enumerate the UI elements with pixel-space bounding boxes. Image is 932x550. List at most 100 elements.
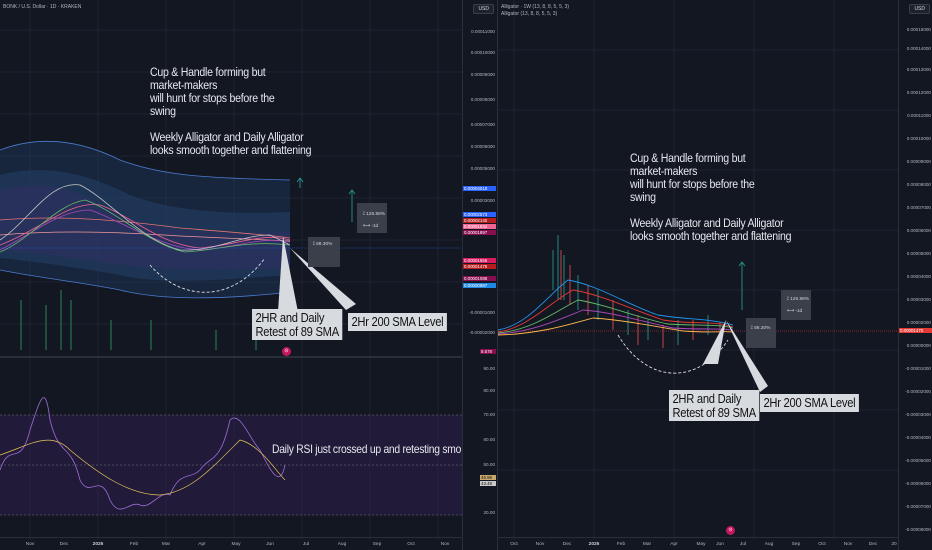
right-time-tick: Oct xyxy=(510,542,518,547)
left-rsi-note[interactable]: Daily RSI just crossed up and retesting … xyxy=(272,442,462,456)
left-measure-box-1-value: 88.30% xyxy=(316,242,333,247)
right-price-axis[interactable]: USD 0.00015000 0.00014000 0.00013000 0.0… xyxy=(898,0,932,550)
right-time-tick: Dec xyxy=(868,542,878,547)
right-time-tick: Apr xyxy=(670,542,678,547)
left-price-tick: 0.00008000 xyxy=(470,97,495,102)
right-measure-box-2[interactable] xyxy=(781,290,811,320)
left-price-label: 0.00001656 xyxy=(463,258,496,263)
left-price-label: 0.00001932 xyxy=(463,224,496,229)
right-currency-label[interactable]: USD xyxy=(909,4,930,14)
left-price-tick: 0.00006000 xyxy=(470,144,495,149)
left-chart-canvas[interactable] xyxy=(0,0,463,550)
right-price-tick: 0.00003000 xyxy=(906,297,931,302)
right-callout-sma89[interactable]: 2HR and Daily Retest of 89 SMA xyxy=(669,390,760,421)
right-price-tick: -0.00005000 xyxy=(905,458,931,463)
left-price-tick: 0.00009000 xyxy=(470,72,495,77)
left-time-tick: Dec xyxy=(59,542,69,547)
left-time-axis[interactable]: Nov Dec 2025 Feb Mar Apr May Jun Jul Aug… xyxy=(0,537,463,550)
right-price-tick: 0.00015000 xyxy=(906,27,931,32)
left-price-label: 0.00001088 xyxy=(463,276,496,281)
left-price-tick: 0.00003000 xyxy=(470,198,495,203)
left-time-tick: 2025 xyxy=(92,542,104,547)
left-currency-label[interactable]: USD xyxy=(473,4,494,14)
right-indicator-daily: Alligator (13, 8, 8, 5, 5, 3) xyxy=(501,11,558,17)
right-indicator-weekly: Alligator · 1W (13, 8, 8, 5, 5, 3) xyxy=(501,4,570,10)
left-time-tick: Jun xyxy=(266,542,274,547)
right-price-tick: -0.00002000 xyxy=(905,389,931,394)
right-price-tick: 0.00013000 xyxy=(906,67,931,72)
left-time-tick: Jul xyxy=(302,542,310,547)
right-annotation-note[interactable]: Cup & Handle forming but market-makers w… xyxy=(630,151,792,243)
right-time-tick: Nov xyxy=(535,542,545,547)
right-price-tick: 0.00004000 xyxy=(906,274,931,279)
left-rsi-tick: 20.00 xyxy=(483,510,496,515)
right-price-tick: 0.00010000 xyxy=(906,136,931,141)
right-chart-canvas[interactable] xyxy=(498,0,898,550)
left-price-tick: 0.00011000 xyxy=(471,29,495,34)
left-rsi-tick: 50.00 xyxy=(483,462,496,467)
right-time-tick: Dec xyxy=(562,542,572,547)
right-time-tick: Nov xyxy=(843,542,853,547)
left-price-label: 0.00000987 xyxy=(463,283,496,288)
left-chart-panel[interactable]: BONK / U.S. Dollar · 1D · KRAKEN ⟟ 88.30… xyxy=(0,0,497,550)
left-measure-box-2[interactable] xyxy=(357,203,387,233)
right-price-tick: 0.00011000 xyxy=(907,113,931,118)
right-time-tick: Feb xyxy=(616,542,626,547)
right-price-tick: -0.00004000 xyxy=(905,435,931,440)
right-time-tick: 20 xyxy=(891,542,897,547)
left-time-tick: Oct xyxy=(407,542,415,547)
right-callout-sma200[interactable]: 2Hr 200 SMA Level xyxy=(760,394,859,412)
left-measure-box-1-label: ⟟ 88.30% xyxy=(313,242,333,247)
right-measure-box-2-sub-value: -1d xyxy=(795,309,803,314)
right-measure-box-2-value: 126.88% xyxy=(790,297,810,302)
right-time-axis[interactable]: Oct Nov Dec 2025 Feb Mar Apr May Jun Jul… xyxy=(498,537,898,550)
left-symbol-title: BONK / U.S. Dollar · 1D · KRAKEN xyxy=(3,4,82,10)
left-rsi-tick: 90.00 xyxy=(483,366,496,371)
right-time-tick: 2025 xyxy=(588,542,600,547)
left-price-label: 0.00004018 xyxy=(463,186,496,191)
left-measure-box-2-value: 126.88% xyxy=(366,212,386,217)
right-chart-panel[interactable]: Alligator · 1W (13, 8, 8, 5, 5, 3) Allig… xyxy=(497,0,932,550)
right-price-tick: -0.00001000 xyxy=(905,366,931,371)
left-rsi-value-label: 45.98 xyxy=(480,475,496,480)
left-price-axis[interactable]: USD 0.00011000 0.00010000 0.00009000 0.0… xyxy=(462,0,497,550)
left-rsi-tick: 60.00 xyxy=(483,437,496,442)
left-price-tick: 0.00005000 xyxy=(470,166,495,171)
right-measure-box-1-value: 88.30% xyxy=(754,326,771,331)
left-measure-box-1[interactable] xyxy=(308,237,340,267)
left-measure-box-2-label: ⟟ 126.88% xyxy=(363,212,386,217)
right-time-tick: Mar xyxy=(642,542,652,547)
left-time-tick: Mar xyxy=(161,542,171,547)
right-time-tick: Oct xyxy=(818,542,826,547)
right-price-tick: 0.00007000 xyxy=(906,205,931,210)
tradingview-logo-icon: ⊙ xyxy=(726,526,735,535)
right-time-tick: Jun xyxy=(716,542,724,547)
left-rsi-value-label: 43.49 xyxy=(480,481,496,486)
left-time-tick: Sep xyxy=(372,542,382,547)
left-price-label: 0.00001478 xyxy=(463,264,496,269)
left-callout-sma200[interactable]: 2Hr 200 SMA Level xyxy=(348,313,447,331)
left-price-tick: -0.00002000 xyxy=(469,330,495,335)
left-time-tick: Feb xyxy=(129,542,139,547)
left-volume-label: 8.678 xyxy=(480,349,496,354)
right-price-label: 0.00001470 xyxy=(899,328,932,333)
left-price-tick: 0.00007000 xyxy=(470,122,495,127)
right-price-tick: -0.00006000 xyxy=(905,481,931,486)
left-time-tick: Nov xyxy=(25,542,35,547)
right-price-tick: 0.00008000 xyxy=(906,182,931,187)
left-time-tick: Aug xyxy=(337,542,347,547)
right-price-tick: 0.00006000 xyxy=(906,228,931,233)
right-measure-box-2-label: ⟟ 126.88% xyxy=(787,297,810,302)
right-price-tick: 0.00005000 xyxy=(906,251,931,256)
right-measure-box-2-sub: ⟷ -1d xyxy=(787,309,803,314)
left-annotation-note[interactable]: Cup & Handle forming but market-makers w… xyxy=(150,65,312,157)
right-price-tick: 0.00002000 xyxy=(906,320,931,325)
left-rsi-tick: 80.00 xyxy=(483,388,496,393)
right-price-tick: 0.00000000 xyxy=(906,343,931,348)
right-measure-box-1[interactable] xyxy=(746,318,776,348)
left-callout-sma89[interactable]: 2HR and Daily Retest of 89 SMA xyxy=(252,309,343,340)
right-time-tick: May xyxy=(696,542,706,547)
right-price-tick: 0.00009000 xyxy=(906,159,931,164)
right-time-tick: Jul xyxy=(739,542,747,547)
tradingview-logo-icon: ⊙ xyxy=(282,347,291,356)
